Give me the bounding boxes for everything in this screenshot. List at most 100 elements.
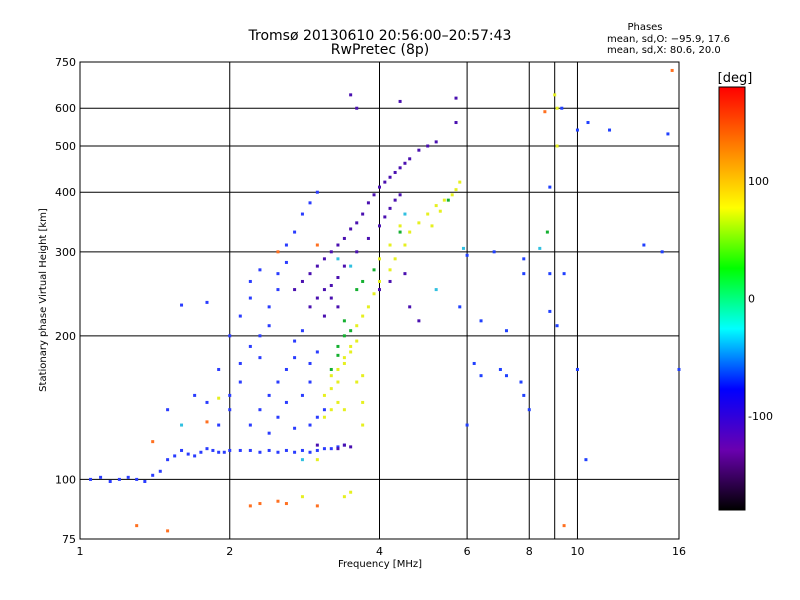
data-point (211, 448, 215, 452)
data-point (349, 344, 353, 348)
data-point (342, 408, 346, 412)
data-point (293, 230, 297, 234)
data-point (361, 279, 365, 283)
data-point (217, 396, 221, 400)
data-point (383, 180, 387, 184)
data-point (267, 431, 271, 435)
data-point (388, 175, 392, 179)
data-point (472, 361, 476, 365)
data-point (670, 68, 674, 72)
colorbar-tick-label: 0 (748, 293, 755, 306)
data-point (342, 361, 346, 365)
data-point (308, 423, 312, 427)
data-point (228, 448, 232, 452)
data-point (498, 367, 502, 371)
data-point (378, 288, 381, 292)
data-point (329, 367, 333, 371)
x-axis-label: Frequency [MHz] (338, 559, 422, 570)
data-point (276, 250, 280, 254)
data-point (117, 477, 121, 481)
x-tick-label: 8 (526, 545, 533, 558)
data-point (355, 339, 359, 343)
data-point (575, 367, 579, 371)
data-point (388, 206, 392, 210)
plot-area: 1 2 4 6 8 10 16 75 100 200 300 400 500 600 750 (55, 56, 686, 558)
data-point (276, 415, 280, 419)
data-point (248, 279, 252, 283)
data-point (461, 246, 465, 250)
data-point (315, 443, 319, 447)
data-point (349, 264, 353, 268)
data-point (543, 110, 547, 114)
data-point (548, 309, 552, 313)
data-point (355, 106, 359, 110)
data-point (222, 450, 226, 454)
data-point (548, 272, 552, 276)
data-point (450, 193, 454, 197)
data-point (276, 380, 280, 384)
data-point (315, 350, 319, 354)
data-point (522, 393, 526, 397)
data-point (426, 144, 430, 148)
data-point (434, 288, 438, 292)
data-point (238, 361, 242, 365)
data-point (205, 400, 209, 404)
x-tick-label: 10 (570, 545, 584, 558)
data-point (329, 387, 333, 391)
data-point (342, 334, 346, 338)
data-point (479, 319, 483, 323)
data-point (336, 367, 340, 371)
data-point (308, 450, 312, 454)
chart-title: Tromsø 20130610 20:56:00–20:57:43 (248, 28, 512, 44)
data-point (336, 380, 340, 384)
data-point (329, 250, 333, 254)
stats-line-o: mean, sd,O: −95.9, 17.6 (607, 34, 730, 45)
x-tick-label: 6 (464, 545, 471, 558)
data-point (329, 408, 333, 412)
data-point (388, 268, 392, 272)
data-point (388, 243, 392, 247)
y-tick-label: 75 (62, 533, 76, 546)
data-point (205, 420, 209, 424)
data-point (408, 305, 412, 309)
data-point (336, 344, 340, 348)
y-tick-label: 500 (55, 140, 76, 153)
data-point (538, 246, 542, 250)
data-point (238, 314, 242, 318)
data-point (677, 367, 681, 371)
data-point (300, 393, 304, 397)
data-point (315, 448, 319, 452)
data-point (378, 279, 381, 283)
data-point (228, 334, 232, 338)
data-point (458, 180, 462, 184)
data-point (342, 495, 346, 499)
data-point (584, 458, 588, 462)
data-point (454, 96, 458, 100)
data-point (666, 132, 670, 136)
data-point (205, 300, 209, 304)
data-point (248, 448, 252, 452)
data-point (349, 350, 353, 354)
data-point (248, 504, 252, 508)
data-point (322, 288, 326, 292)
data-point (366, 305, 370, 309)
data-point (322, 415, 326, 419)
data-point (315, 296, 319, 300)
colorbar-ticks: 100 0 -100 (748, 175, 773, 423)
data-point (284, 502, 288, 506)
data-point (398, 193, 402, 197)
data-point (361, 400, 365, 404)
data-point (522, 257, 526, 261)
data-point (342, 356, 346, 360)
y-tick-label: 100 (55, 473, 76, 486)
data-point (300, 279, 304, 283)
y-tick-label: 200 (55, 330, 76, 343)
data-point (126, 475, 130, 479)
data-point (89, 477, 93, 481)
data-point (300, 212, 304, 216)
data-point (555, 324, 559, 328)
colorbar-tick-label: 100 (748, 175, 769, 188)
data-point (430, 224, 434, 228)
data-point (166, 458, 170, 462)
data-point (293, 426, 297, 430)
